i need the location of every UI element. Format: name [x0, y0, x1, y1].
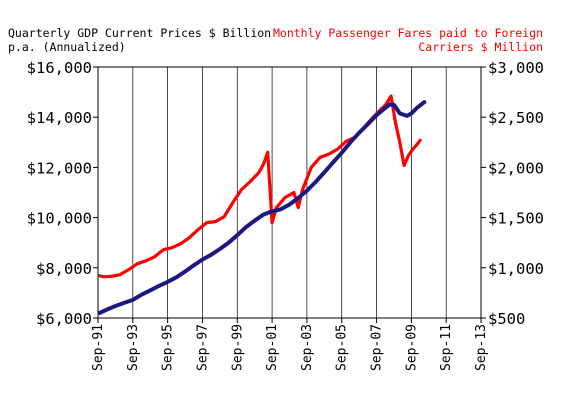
- x-tick-label: Sep-13: [474, 324, 489, 371]
- plot-frame: [97, 66, 482, 319]
- tick-labels: Sep-91 Sep-93 Sep-95 Sep-97 Sep-99 Sep-01 Sep-…: [27, 59, 544, 371]
- x-tick-label: Sep-03: [300, 324, 315, 371]
- left-axis-title-line-1: Quarterly GDP Current Prices $ Billion: [8, 26, 271, 40]
- left-axis-title-line-2: p.a. (Annualized): [8, 40, 126, 54]
- right-axis-title-line-2: Carriers $ Million: [418, 40, 543, 54]
- x-tick-label: Sep-97: [195, 324, 210, 371]
- series-lines: [97, 94, 427, 315]
- x-tick-label: Sep-01: [265, 324, 280, 371]
- x-tick-label: Sep-11: [439, 324, 454, 371]
- x-tick-label: Sep-07: [370, 324, 385, 371]
- passenger-fares-series-line: [97, 94, 422, 279]
- right-y-tick-label: $1,000: [488, 260, 544, 278]
- x-tick-label: Sep-05: [335, 324, 350, 371]
- right-y-tick-label: $2,000: [488, 159, 544, 177]
- left-y-tick-label: $14,000: [27, 109, 92, 127]
- x-tick-label: Sep-09: [404, 324, 419, 371]
- left-y-tick-label: $6,000: [36, 310, 92, 328]
- x-tick-label: Sep-95: [161, 324, 176, 371]
- x-tick-label: Sep-99: [230, 324, 245, 371]
- right-y-tick-label: $1,500: [488, 210, 544, 228]
- x-tick-label: Sep-93: [126, 324, 141, 371]
- right-axis-title-line-1: Monthly Passenger Fares paid to Foreign: [273, 26, 543, 40]
- right-y-tick-label: $500: [488, 310, 525, 328]
- left-y-tick-label: $16,000: [27, 59, 92, 77]
- gdp-series-line: [97, 100, 427, 315]
- right-y-tick-label: $2,500: [488, 109, 544, 127]
- left-y-tick-label: $8,000: [36, 260, 92, 278]
- left-y-tick-label: $10,000: [27, 210, 92, 228]
- x-tick-label: Sep-91: [91, 324, 106, 371]
- vertical-gridlines: [97, 67, 482, 318]
- axis-ticks: [93, 66, 486, 323]
- left-y-tick-label: $12,000: [27, 159, 92, 177]
- right-y-tick-label: $3,000: [488, 59, 544, 77]
